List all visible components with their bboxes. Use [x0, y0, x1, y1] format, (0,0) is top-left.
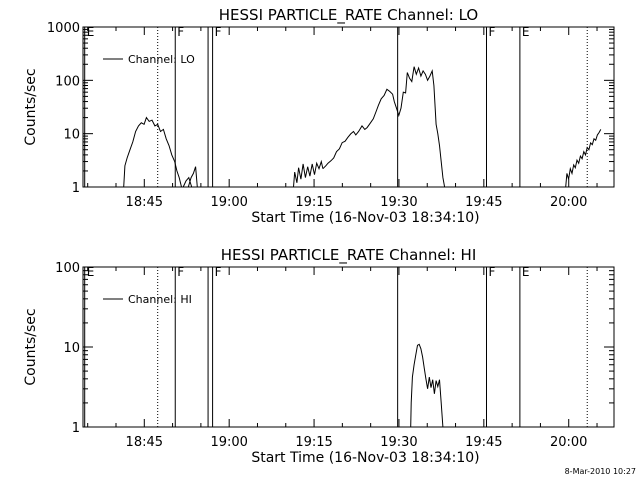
marker-flag: E: [522, 265, 530, 279]
marker-flag: F: [215, 25, 222, 39]
y-tick-label: 1000: [47, 21, 80, 36]
marker-flag: E: [522, 25, 530, 39]
y-axis-label: Counts/sec: [23, 68, 39, 145]
x-tick-label: 19:45: [465, 435, 502, 450]
marker-flag: E: [87, 25, 95, 39]
y-tick-label: 1: [72, 181, 80, 196]
y-tick-label: 1: [72, 421, 80, 436]
panel-lo: HESSI PARTICLE_RATE Channel: LO Start Tim…: [23, 6, 615, 226]
y-tick-label: 100: [55, 74, 80, 89]
x-axis-label: Start Time (16-Nov-03 18:34:10): [251, 450, 479, 466]
series-line-segment: [123, 116, 182, 188]
x-tick-label: 19:30: [380, 195, 417, 210]
series-line-segment: [322, 66, 446, 188]
x-tick-label: 20:00: [550, 195, 587, 210]
x-tick-label: 19:00: [210, 435, 247, 450]
y-axis-label: Counts/sec: [23, 308, 39, 385]
marker-flag: E: [87, 265, 95, 279]
x-tick-label: 19:45: [465, 195, 502, 210]
series-line-segment: [565, 129, 602, 188]
x-tick-label: 19:15: [295, 195, 332, 210]
panel-hi: HESSI PARTICLE_RATE Channel: HI Start Tim…: [23, 246, 615, 466]
chart-title: HESSI PARTICLE_RATE Channel: LO: [219, 6, 478, 25]
marker-flag: F: [177, 265, 184, 279]
marker-flag: F: [488, 265, 495, 279]
series-line-segment: [187, 166, 198, 188]
marker-flag: F: [177, 25, 184, 39]
y-tick-label: 100: [55, 261, 80, 276]
x-tick-label: 19:30: [380, 435, 417, 450]
x-tick-label: 18:45: [126, 195, 163, 210]
timestamp-footer: 8-Mar-2010 10:27: [565, 467, 636, 476]
legend-label: Channel: LO: [128, 53, 195, 66]
x-tick-label: 19:00: [210, 195, 247, 210]
chart-title: HESSI PARTICLE_RATE Channel: HI: [221, 246, 477, 265]
x-tick-label: 19:15: [295, 435, 332, 450]
y-tick-label: 10: [63, 128, 80, 143]
series-line-segment: [410, 343, 444, 428]
series-line-segment: [293, 159, 324, 188]
y-tick-label: 10: [63, 341, 80, 356]
series-line-segment: [182, 176, 193, 188]
x-tick-label: 20:00: [550, 435, 587, 450]
marker-flag: F: [215, 265, 222, 279]
x-tick-label: 18:45: [126, 435, 163, 450]
legend-label: Channel: HI: [128, 293, 192, 306]
plot-frame: [82, 266, 615, 428]
plot-frame: [82, 26, 615, 188]
x-axis-label: Start Time (16-Nov-03 18:34:10): [251, 210, 479, 226]
marker-flag: F: [488, 25, 495, 39]
